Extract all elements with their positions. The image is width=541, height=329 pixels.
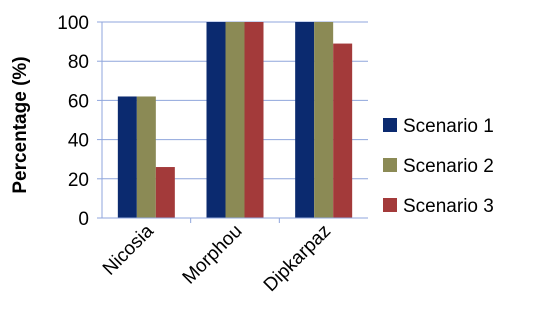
axes bbox=[101, 22, 368, 223]
legend-label: Scenario 1 bbox=[403, 116, 494, 137]
legend-swatch bbox=[383, 118, 397, 132]
bar bbox=[333, 43, 353, 219]
legend: Scenario 1 Scenario 2 Scenario 3 bbox=[383, 116, 494, 217]
legend-label: Scenario 3 bbox=[403, 196, 494, 217]
y-tick-label: 20 bbox=[68, 170, 89, 191]
x-category-label: Nicosia bbox=[99, 220, 158, 279]
y-tick-label: 0 bbox=[78, 209, 89, 230]
bar bbox=[295, 22, 315, 218]
legend-label: Scenario 2 bbox=[403, 156, 494, 177]
y-tick-label: 100 bbox=[57, 13, 89, 34]
bar bbox=[314, 22, 334, 218]
y-tick-label: 60 bbox=[68, 91, 89, 112]
y-axis-title: Percentage (%) bbox=[10, 56, 31, 193]
bar bbox=[136, 96, 156, 218]
bar bbox=[244, 22, 264, 218]
x-category-label: Dipkarpaz bbox=[260, 221, 335, 296]
y-tick-label: 40 bbox=[68, 131, 89, 152]
bar bbox=[225, 22, 245, 218]
x-category-label: Morphou bbox=[179, 221, 247, 289]
bar bbox=[206, 22, 226, 218]
legend-swatch bbox=[383, 198, 397, 212]
bar bbox=[117, 96, 137, 218]
y-tick-labels: 0 20 40 60 80 100 bbox=[57, 13, 89, 230]
y-tick-label: 80 bbox=[68, 52, 89, 73]
bars bbox=[117, 22, 353, 219]
x-category-labels: Nicosia Morphou Dipkarpaz bbox=[99, 220, 335, 296]
bar bbox=[155, 167, 175, 218]
legend-swatch bbox=[383, 158, 397, 172]
